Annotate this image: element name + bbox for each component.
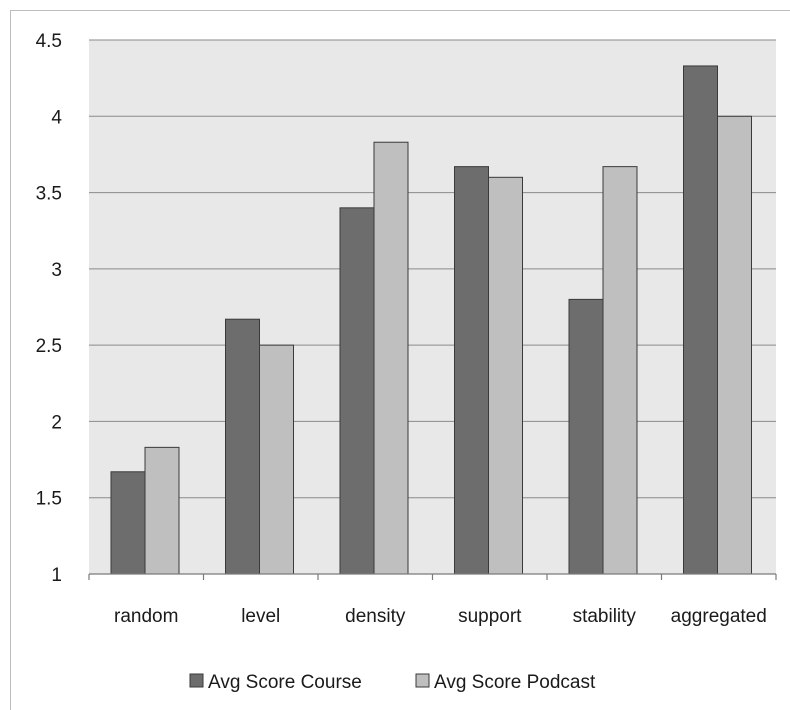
- y-tick-label: 1: [51, 565, 62, 586]
- y-tick-label: 3: [51, 260, 62, 281]
- bar-course-stability: [568, 298, 604, 575]
- x-tick-label: support: [458, 606, 522, 627]
- y-tick-label: 4: [51, 107, 62, 128]
- y-tick-label: 2: [51, 412, 62, 433]
- bar-podcast-level: [259, 344, 294, 575]
- bar-podcast-support: [488, 176, 523, 575]
- bar-podcast-aggregated: [717, 115, 752, 575]
- bar-course-density: [339, 207, 375, 575]
- legend-swatch-course: [189, 673, 204, 688]
- bar-course-random: [110, 471, 146, 575]
- legend-label-podcast: Avg Score Podcast: [434, 672, 596, 693]
- chart-frame: [10, 10, 790, 710]
- plot-area: [89, 40, 776, 574]
- y-tick-label: 2.5: [36, 336, 62, 357]
- bar-podcast-stability: [602, 166, 638, 575]
- y-tick-label: 4.5: [36, 31, 62, 52]
- bar-course-support: [454, 166, 489, 575]
- y-tick-label: 1.5: [36, 489, 62, 510]
- x-tick-label: stability: [573, 606, 637, 627]
- x-tick-label: density: [345, 606, 406, 627]
- legend-label-course: Avg Score Course: [208, 672, 362, 693]
- x-tick-label: random: [114, 606, 178, 627]
- x-tick-label: level: [241, 606, 280, 627]
- y-tick-label: 3.5: [36, 184, 62, 205]
- bar-course-level: [225, 318, 260, 575]
- bar-course-aggregated: [683, 65, 718, 575]
- x-tick-label: aggregated: [671, 606, 767, 627]
- bar-podcast-density: [373, 141, 409, 575]
- legend-swatch-podcast: [415, 673, 430, 688]
- bar-podcast-random: [144, 446, 180, 575]
